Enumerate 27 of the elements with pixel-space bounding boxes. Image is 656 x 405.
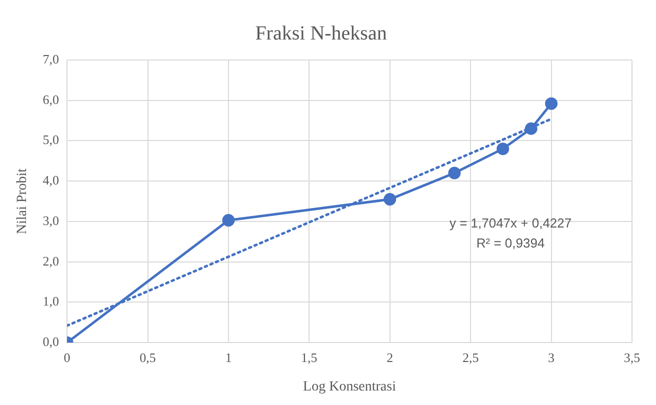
y-tick-label: 3,0: [42, 212, 60, 228]
point: [524, 122, 538, 135]
x-tick-label: 1,5: [301, 350, 318, 365]
y-axis-title: Nilai Probit: [15, 168, 30, 234]
x-tick-label: 0,5: [140, 350, 156, 365]
y-tick-label: 1,0: [42, 294, 60, 309]
y-tick-label: 7,0: [42, 51, 60, 66]
y-tick-label: 4,0: [42, 172, 60, 188]
y-tick-label: 6,0: [42, 92, 60, 107]
y-tick-label: 0,0: [42, 334, 60, 350]
point: [545, 97, 558, 110]
point: [222, 214, 235, 227]
x-tick-label: 2,5: [462, 350, 479, 365]
chart-title: Fraksi N-heksan: [255, 22, 387, 44]
point: [384, 193, 396, 206]
x-tick-label: 3,5: [624, 350, 640, 365]
point: [496, 142, 510, 156]
x-tick-label: 0: [64, 350, 70, 365]
annotation: y = 1,7047x + 0,4227: [449, 215, 572, 230]
x-axis-title: Log Konsentrasi: [303, 379, 396, 394]
x-tick-label: 3: [548, 350, 555, 365]
point: [448, 166, 461, 180]
y-tick-label: 2,0: [42, 253, 60, 268]
annotation: R² = 0,9394: [476, 235, 545, 250]
x-tick-label: 2: [386, 350, 394, 365]
x-tick-label: 1: [225, 350, 232, 365]
y-tick-label: 5,0: [42, 132, 60, 148]
